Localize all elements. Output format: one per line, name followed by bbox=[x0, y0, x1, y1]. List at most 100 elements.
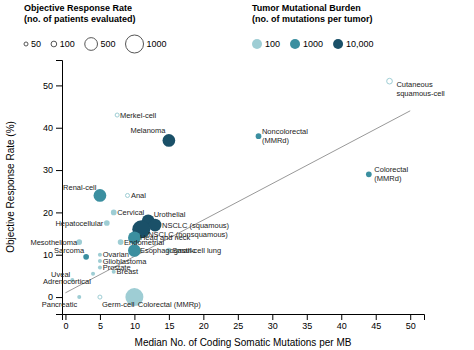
text-line: Breast bbox=[116, 267, 139, 276]
point-label: Cervical bbox=[117, 208, 144, 217]
x-axis-tick-mark bbox=[410, 314, 411, 320]
point-label: Anal bbox=[131, 191, 146, 200]
text-line: Cutaneous bbox=[396, 80, 433, 89]
x-axis-tick: 30 bbox=[268, 314, 278, 331]
legend-label: 10,000 bbox=[346, 39, 374, 49]
legend-symbol bbox=[126, 35, 144, 53]
x-axis-tick-mark bbox=[134, 314, 135, 320]
text-line: Renal-cell bbox=[63, 183, 97, 192]
y-axis-tick: 50 bbox=[43, 81, 62, 91]
trendline bbox=[65, 111, 410, 293]
point-label: Uveal bbox=[51, 270, 71, 279]
x-axis-tick-mark bbox=[100, 314, 101, 320]
text-line: Noncolorectal bbox=[262, 127, 308, 136]
text-line: (no. of mutations per tumor) bbox=[252, 14, 373, 24]
point bbox=[256, 133, 262, 139]
x-axis-tick-label: 45 bbox=[371, 321, 381, 331]
legend-label: 50 bbox=[31, 39, 41, 49]
y-axis-tick: 40 bbox=[43, 123, 62, 133]
point bbox=[98, 253, 102, 257]
y-axis-tick-mark bbox=[56, 85, 62, 86]
legend: Tumor Mutational Burden(no. of mutations… bbox=[252, 3, 374, 49]
point-labels: Cutaneoussquamous-cell Merkel-cell Melanom… bbox=[30, 80, 445, 309]
point-label: Urothelial bbox=[154, 210, 186, 219]
x-axis-tick-mark bbox=[376, 314, 377, 320]
x-axis-tick: 40 bbox=[337, 314, 347, 331]
point bbox=[77, 295, 81, 299]
text-line: Colorectal (MMRp) bbox=[138, 300, 201, 309]
point-label: Melanoma bbox=[130, 126, 166, 135]
point bbox=[163, 134, 176, 147]
x-axis-tick-label: 35 bbox=[302, 321, 312, 331]
x-axis-tick-mark bbox=[65, 314, 66, 320]
x-axis-tick-mark bbox=[238, 314, 239, 320]
legend-symbol bbox=[85, 38, 98, 51]
text-line: Anal bbox=[131, 191, 146, 200]
legend-label: 100 bbox=[265, 39, 280, 49]
text-line: Hepatocellular bbox=[55, 219, 103, 228]
y-axis-tick: 30 bbox=[43, 165, 62, 175]
point bbox=[83, 254, 89, 260]
x-axis-tick: 0 bbox=[63, 314, 68, 331]
y-axis-tick-mark bbox=[56, 212, 62, 213]
x-axis-tick-label: 20 bbox=[199, 321, 209, 331]
x-axis-tick: 35 bbox=[302, 314, 312, 331]
point-label: Small-cell lung bbox=[172, 246, 221, 255]
point-label: Breast bbox=[116, 267, 139, 276]
point bbox=[98, 259, 102, 263]
point-label: Sarcoma bbox=[54, 246, 85, 255]
legend-label: 500 bbox=[100, 39, 115, 49]
point-label: Noncolorectal(MMRd) bbox=[262, 127, 308, 145]
text-line: (MMRd) bbox=[262, 136, 290, 145]
point bbox=[115, 113, 119, 117]
point-label: NSCLC (squamous) bbox=[162, 221, 230, 230]
point bbox=[76, 239, 82, 245]
text-line: Cervical bbox=[117, 208, 144, 217]
text-line: Germ-cell bbox=[102, 300, 135, 309]
x-axis-tick-label: 5 bbox=[98, 321, 103, 331]
point-label: Pancreatic bbox=[42, 300, 78, 309]
point-label: Colorectal(MMRd) bbox=[374, 165, 408, 183]
chart: 0 5 10 15 20 25 30 35 40 45 500 10 20 30 40 50 Median No… bbox=[0, 0, 474, 350]
legend-title: Objective Response Rate(no. of patients … bbox=[24, 3, 136, 24]
y-axis-tick-label: 20 bbox=[43, 208, 53, 218]
legend-symbol bbox=[24, 42, 28, 46]
text-line: squamous-cell bbox=[396, 89, 445, 98]
legend-label: 1000 bbox=[303, 39, 323, 49]
x-axis-tick-label: 0 bbox=[63, 321, 68, 331]
legend-symbol bbox=[51, 41, 57, 47]
y-axis-tick-label: 40 bbox=[43, 123, 53, 133]
legend-symbol bbox=[290, 39, 300, 49]
x-axis-tick-label: 25 bbox=[233, 321, 243, 331]
point bbox=[91, 272, 95, 276]
x-axis-tick: 5 bbox=[98, 314, 103, 331]
y-axis-title: Objective Response Rate (%) bbox=[5, 121, 16, 253]
y-axis-tick-label: 30 bbox=[43, 165, 53, 175]
text-line: Melanoma bbox=[130, 126, 166, 135]
x-axis-tick-label: 15 bbox=[164, 321, 174, 331]
point-label: Renal-cell bbox=[63, 183, 97, 192]
point-label: Merkel-cell bbox=[120, 111, 157, 120]
point bbox=[366, 171, 372, 177]
y-axis-tick-label: 50 bbox=[43, 81, 53, 91]
point bbox=[104, 220, 110, 226]
text-line: (no. of patients evaluated) bbox=[24, 14, 136, 24]
x-axis-title: Median No. of Coding Somatic Mutations p… bbox=[135, 337, 352, 348]
text-line: NSCLC (squamous) bbox=[162, 221, 230, 230]
text-line: Sarcoma bbox=[54, 246, 85, 255]
x-axis-tick-label: 50 bbox=[406, 321, 416, 331]
point-label: Hepatocellular bbox=[55, 219, 103, 228]
x-axis: 0 5 10 15 20 25 30 35 40 45 50 bbox=[63, 314, 425, 331]
point-label: Germ-cell bbox=[102, 300, 135, 309]
x-axis-tick: 50 bbox=[406, 314, 416, 331]
legend-label: 1000 bbox=[147, 39, 167, 49]
x-axis-tick-label: 10 bbox=[130, 321, 140, 331]
text-line: Merkel-cell bbox=[120, 111, 157, 120]
x-axis-tick: 10 bbox=[130, 314, 140, 331]
x-axis-tick-label: 40 bbox=[337, 321, 347, 331]
legend-symbol bbox=[333, 39, 343, 49]
point bbox=[118, 239, 124, 245]
legend: Objective Response Rate(no. of patients … bbox=[24, 3, 167, 53]
text-line: Tumor Mutational Burden bbox=[252, 3, 361, 13]
text-line: Uveal bbox=[51, 270, 71, 279]
